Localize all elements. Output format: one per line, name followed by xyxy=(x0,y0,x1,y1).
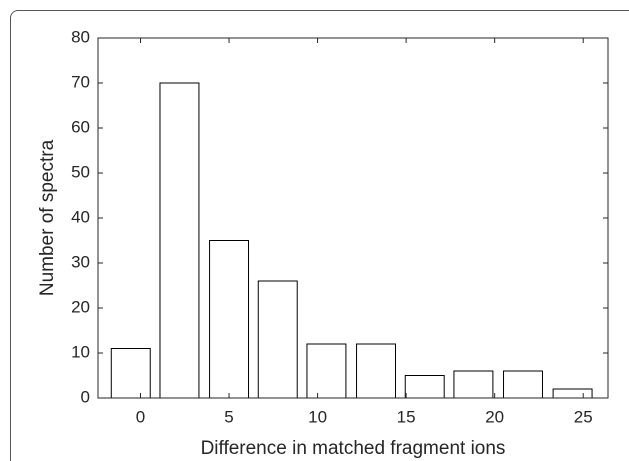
bar xyxy=(209,240,250,399)
x-tick-label: 20 xyxy=(485,407,504,426)
bar xyxy=(503,370,543,399)
bar xyxy=(306,343,347,399)
x-tick-label: 5 xyxy=(224,407,233,426)
y-tick-label: 60 xyxy=(71,117,90,136)
x-tick-label: 10 xyxy=(308,407,327,426)
y-tick-label: 80 xyxy=(71,27,90,46)
bar xyxy=(453,370,494,399)
y-tick-label: 20 xyxy=(71,297,90,316)
x-tick-label: 25 xyxy=(574,407,593,426)
figure-frame xyxy=(10,10,629,461)
x-axis-label: Difference in matched fragment ions xyxy=(201,438,506,459)
x-tick-label: 15 xyxy=(397,407,416,426)
y-tick-label: 0 xyxy=(81,387,90,406)
bar xyxy=(404,375,445,399)
bar xyxy=(159,82,200,399)
y-tick-label: 70 xyxy=(71,72,90,91)
bar xyxy=(552,388,593,399)
x-tick-label: 0 xyxy=(136,407,145,426)
y-tick-label: 10 xyxy=(71,342,90,361)
bar xyxy=(356,343,396,399)
y-axis-label: Number of spectra xyxy=(37,139,58,296)
y-tick-label: 40 xyxy=(71,207,90,226)
y-tick-label: 30 xyxy=(71,252,90,271)
bar xyxy=(257,280,298,399)
bar xyxy=(110,348,151,399)
y-tick-label: 50 xyxy=(71,162,90,181)
